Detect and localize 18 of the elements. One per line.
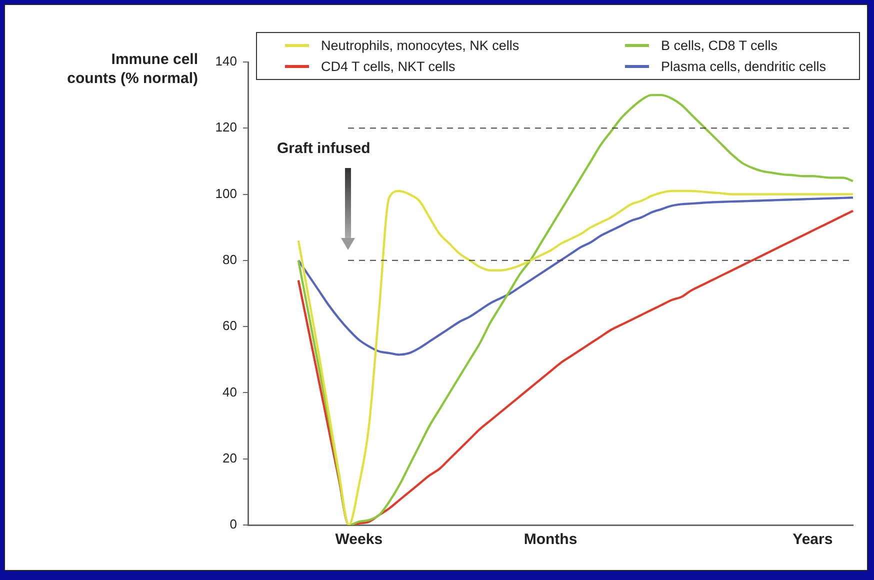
y-tick-label: 100 <box>215 186 237 201</box>
x-tick-label: Years <box>792 531 833 548</box>
annotation: Graft infused <box>277 140 370 157</box>
legend-label: B cells, CD8 T cells <box>661 38 778 53</box>
legend-label: CD4 T cells, NKT cells <box>321 59 456 74</box>
legend-label: Neutrophils, monocytes, NK cells <box>321 38 520 53</box>
y-axis-title: Immune cell counts (% normal) <box>66 50 198 88</box>
y-tick-label: 140 <box>215 54 237 69</box>
y-tick-label: 60 <box>222 318 237 334</box>
y-tick-label: 0 <box>230 516 237 532</box>
legend-label: Plasma cells, dendritic cells <box>661 59 826 74</box>
y-tick-label: 20 <box>222 450 237 466</box>
y-tick-label: 40 <box>222 384 237 400</box>
y-tick-label: 80 <box>222 252 237 268</box>
x-tick-label: Weeks <box>335 531 383 548</box>
line-series <box>297 196 854 356</box>
x-tick-label: Months <box>524 531 578 548</box>
y-tick-label: 120 <box>215 120 237 135</box>
